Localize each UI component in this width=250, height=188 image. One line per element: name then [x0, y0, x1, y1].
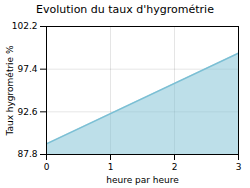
svg-text:97.4: 97.4 — [17, 64, 37, 74]
svg-text:92.6: 92.6 — [17, 107, 37, 117]
svg-text:heure par heure: heure par heure — [106, 175, 179, 185]
html-text:Evolution du taux d'hygrométri: Evolution du taux d'hygrométrie — [36, 3, 214, 16]
svg-text:102.2: 102.2 — [12, 21, 38, 31]
svg-text:Taux hygrométrie %: Taux hygrométrie % — [5, 45, 15, 137]
svg-text:2: 2 — [172, 162, 178, 172]
svg-text:87.8: 87.8 — [17, 149, 37, 159]
svg-text:3: 3 — [236, 162, 242, 172]
svg-text:0: 0 — [44, 162, 50, 172]
svg-text:1: 1 — [108, 162, 114, 172]
